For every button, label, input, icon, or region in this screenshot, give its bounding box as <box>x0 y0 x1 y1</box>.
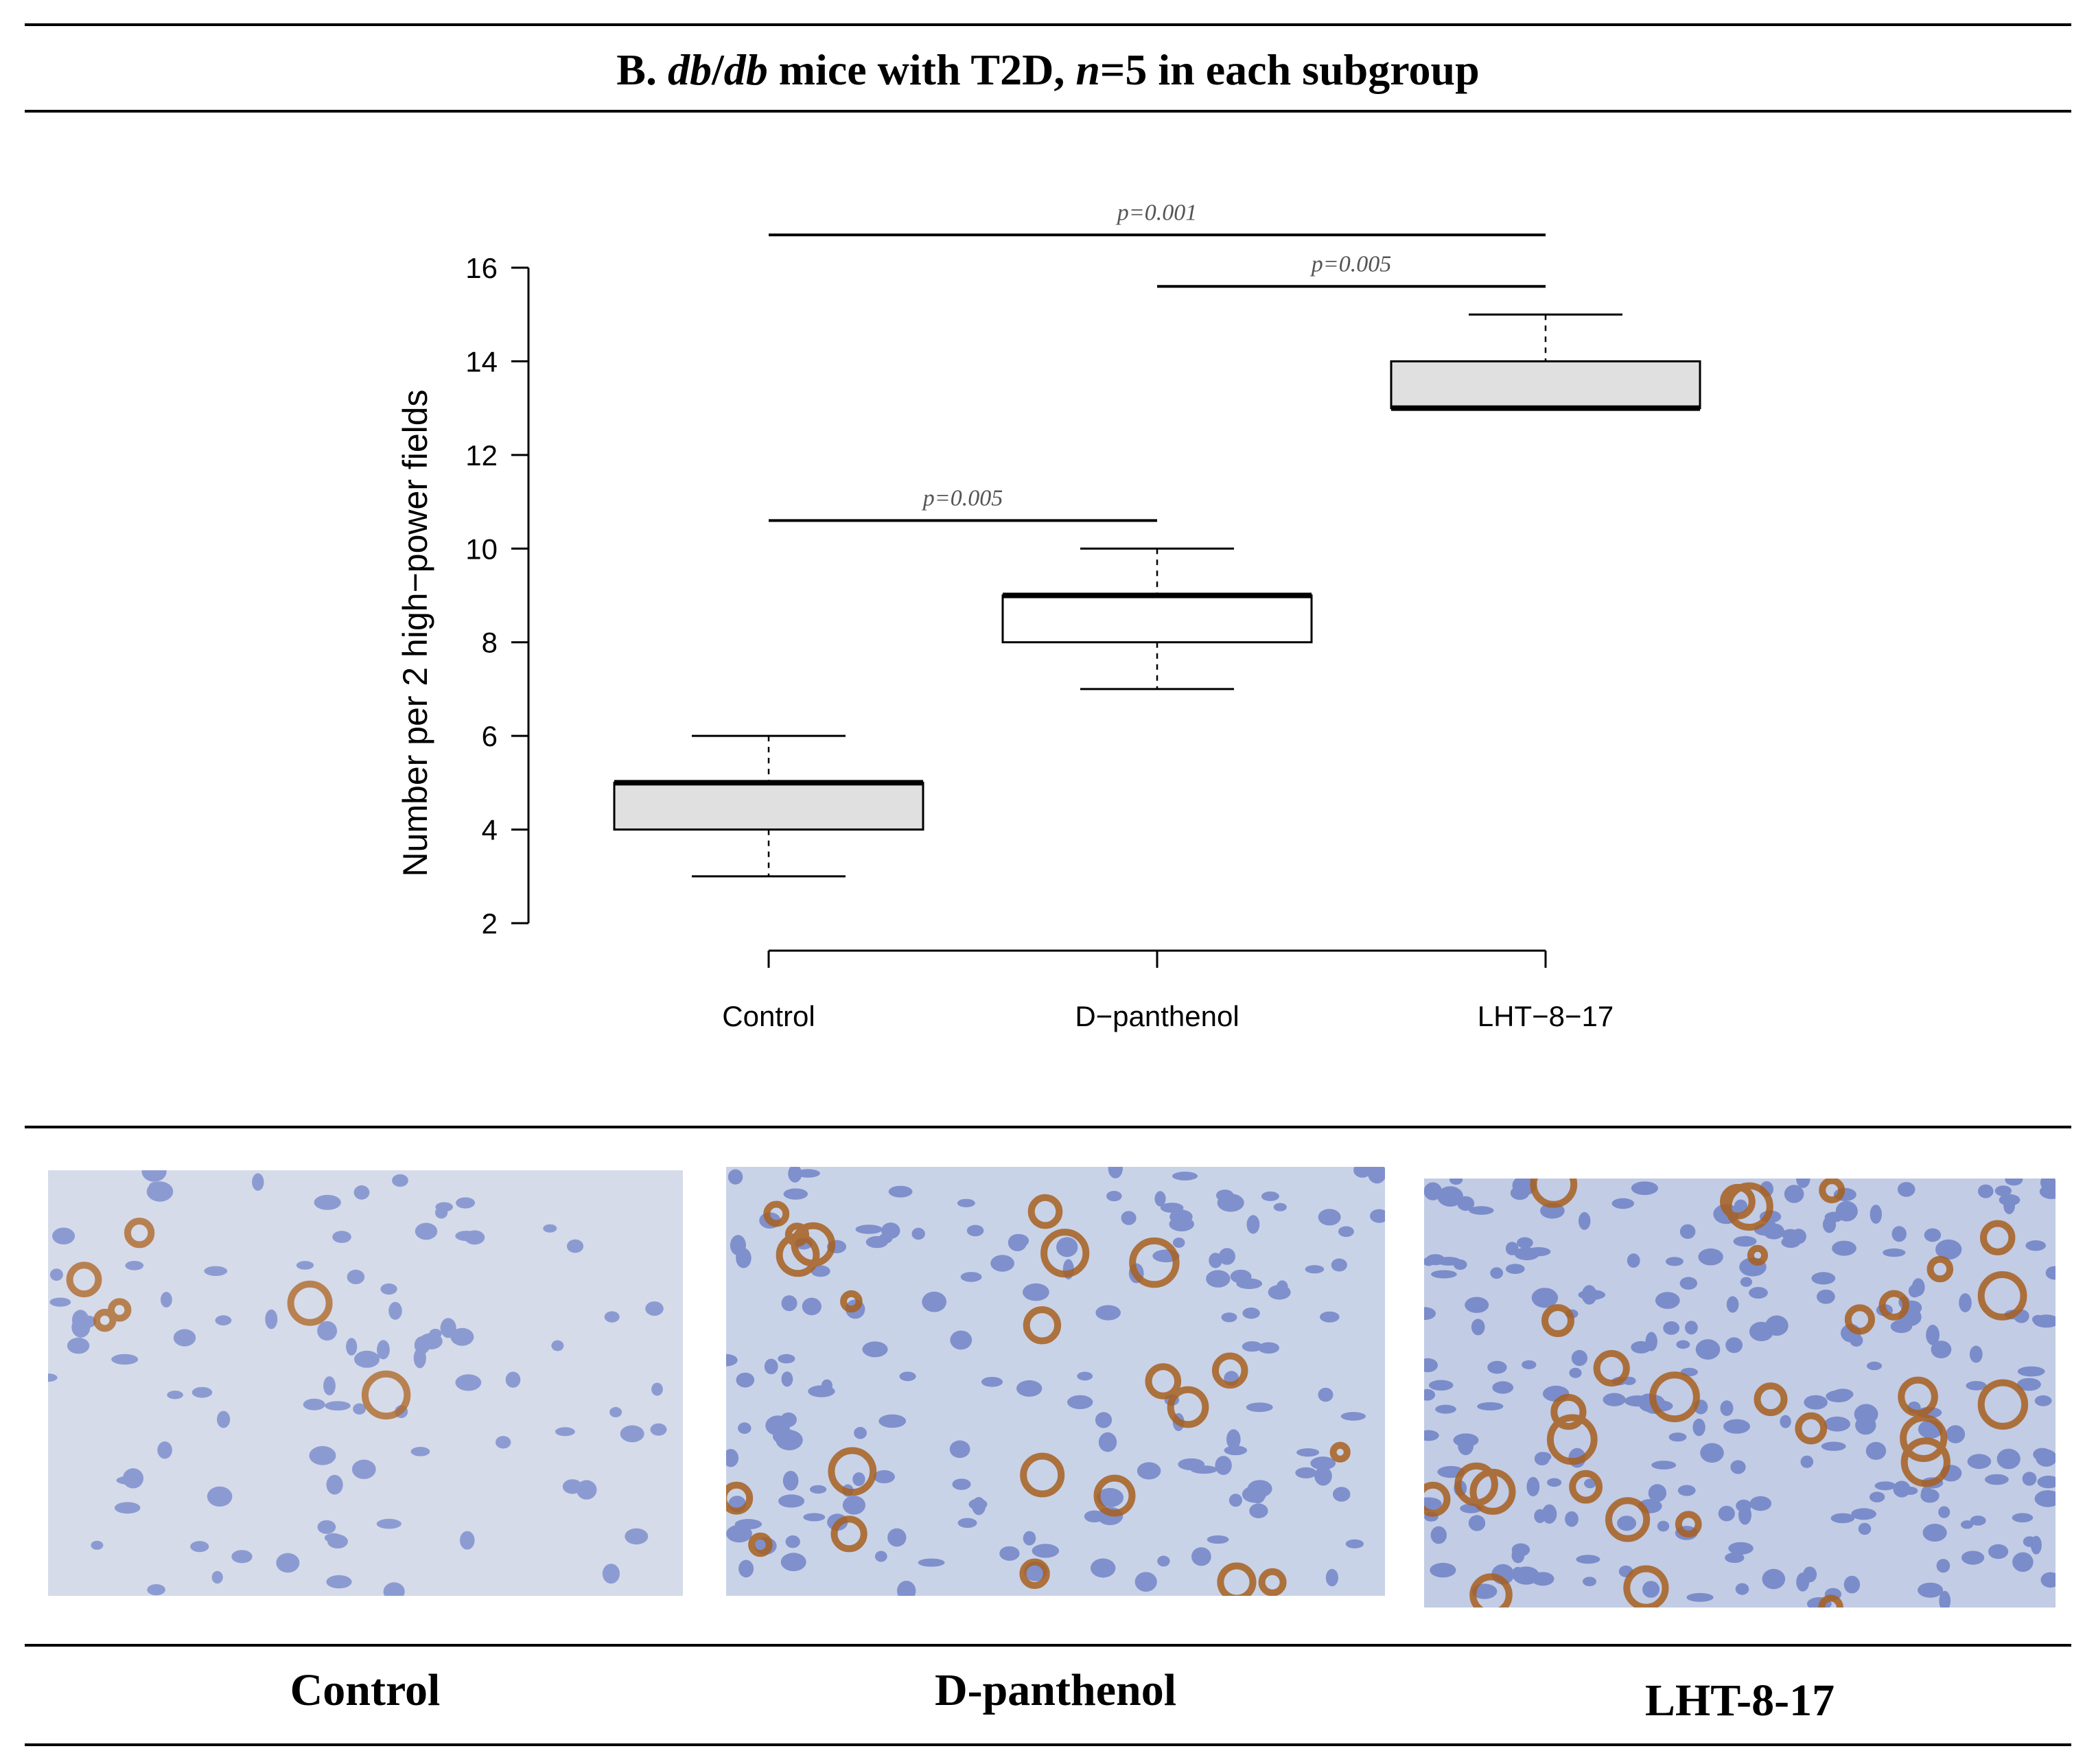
y-tick-label-12: 12 <box>465 439 498 472</box>
title-bottom-rule <box>25 110 2071 113</box>
box-2 <box>1390 360 1701 410</box>
comparison-label-1: p=0.005 <box>1310 251 1391 277</box>
micrograph-lht-image <box>1424 1179 2056 1608</box>
title-mid: mice with T2D, <box>767 45 1076 94</box>
y-tick-label-8: 8 <box>482 627 498 659</box>
caption-control: Control <box>290 1665 441 1715</box>
micrograph-bottom-rule <box>25 1644 2071 1647</box>
figure-title: B. db/db mice with T2D, n=5 in each subg… <box>0 43 2096 97</box>
micrograph-dpanthenol-image <box>726 1167 1385 1596</box>
micrograph-dpanthenol <box>726 1167 1385 1596</box>
box-1 <box>1001 594 1313 644</box>
title-italic-db1: db <box>667 45 712 94</box>
chart-bottom-rule <box>25 1126 2071 1128</box>
title-italic-db2: db <box>723 45 768 94</box>
bottom-rule <box>25 1743 2071 1746</box>
caption-dpanthenol: D-panthenol <box>934 1665 1177 1715</box>
micrograph-control-image <box>48 1170 683 1596</box>
caption-lht: LHT-8-17 <box>1644 1675 1835 1726</box>
y-tick-label-6: 6 <box>482 720 498 752</box>
y-tick-label-16: 16 <box>465 252 498 284</box>
y-tick-label-2: 2 <box>482 907 498 940</box>
box-0 <box>613 781 924 831</box>
box-plot: 2 4 6 8 10 12 14 16 Number per 2 high−power fiel… <box>396 200 1701 1032</box>
y-tick-label-10: 10 <box>465 533 498 565</box>
x-tick-label-0: Control <box>722 1000 815 1032</box>
y-axis-label: Number per 2 high−power fields <box>396 389 434 877</box>
title-suffix: =5 in each subgroup <box>1099 45 1480 94</box>
x-tick-label-1: D−panthenol <box>1075 1000 1239 1032</box>
title-sep: / <box>711 45 724 94</box>
x-tick-label-2: LHT−8−17 <box>1478 1000 1614 1032</box>
comparison-label-0: p=0.001 <box>1116 200 1197 225</box>
micrograph-control <box>48 1170 683 1596</box>
micrograph-lht <box>1424 1179 2056 1608</box>
title-prefix: B. <box>616 45 668 94</box>
comparison-label-2: p=0.005 <box>922 485 1003 511</box>
top-rule <box>25 23 2071 26</box>
title-italic-n: n <box>1075 45 1100 94</box>
y-tick-label-14: 14 <box>465 345 498 378</box>
y-tick-label-4: 4 <box>482 814 498 846</box>
